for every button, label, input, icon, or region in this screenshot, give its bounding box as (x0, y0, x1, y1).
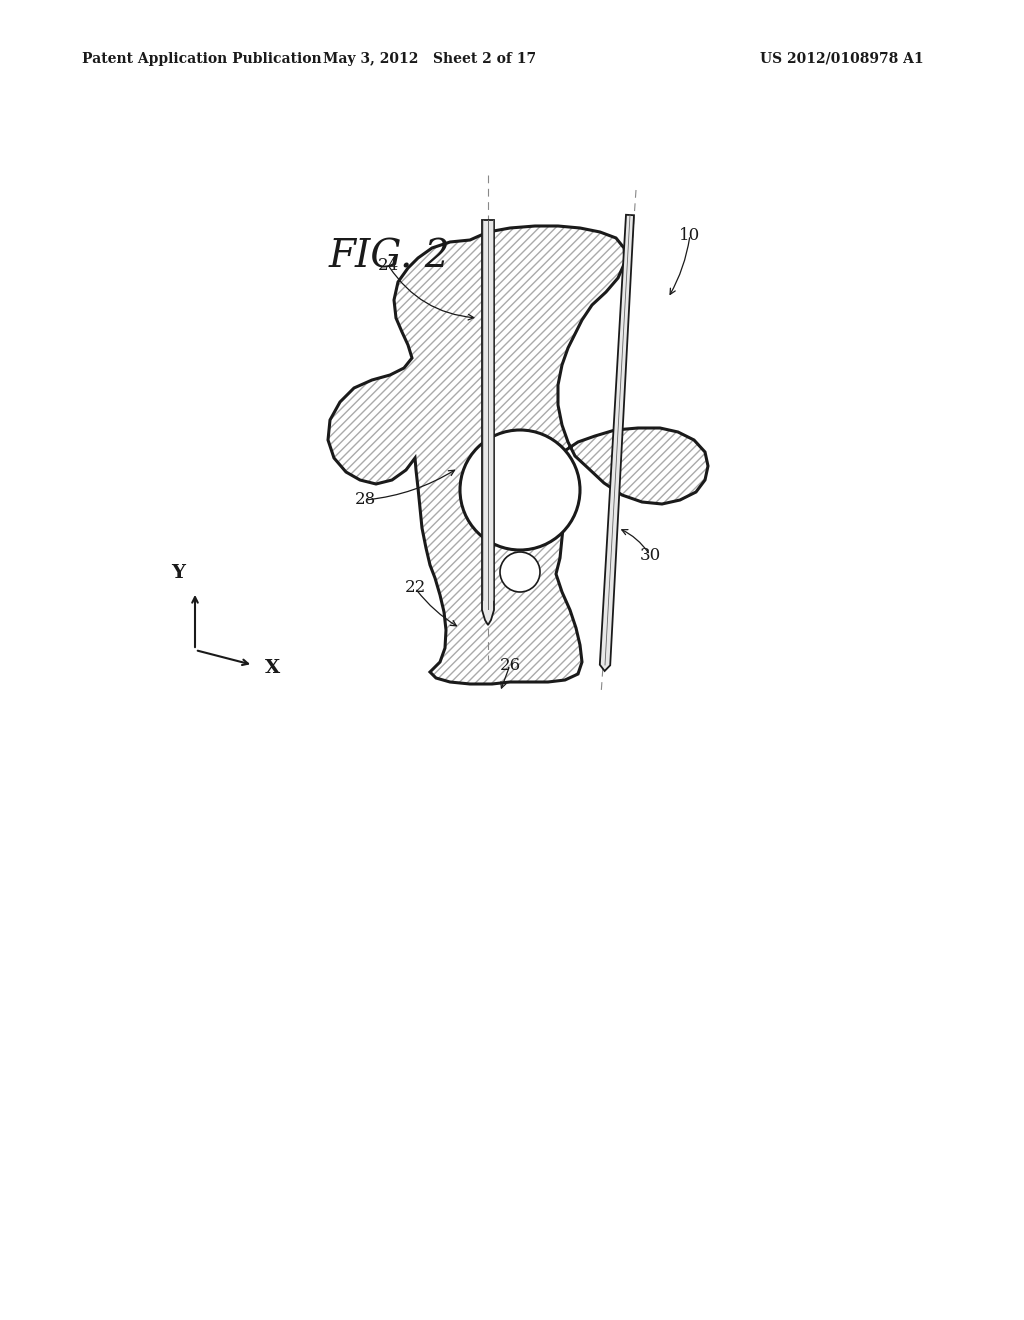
Text: 22: 22 (404, 579, 426, 597)
Text: 24: 24 (378, 256, 398, 273)
Polygon shape (328, 226, 708, 684)
Text: X: X (265, 659, 281, 677)
Text: 10: 10 (679, 227, 700, 243)
Polygon shape (482, 220, 494, 624)
Text: 30: 30 (639, 546, 660, 564)
Text: Y: Y (171, 564, 185, 582)
Circle shape (460, 430, 580, 550)
Text: FIG. 2: FIG. 2 (329, 239, 450, 276)
Circle shape (500, 552, 540, 591)
Text: May 3, 2012   Sheet 2 of 17: May 3, 2012 Sheet 2 of 17 (324, 51, 537, 66)
Polygon shape (600, 215, 634, 671)
Text: US 2012/0108978 A1: US 2012/0108978 A1 (760, 51, 924, 66)
Text: 26: 26 (500, 656, 520, 673)
Text: 28: 28 (354, 491, 376, 508)
Text: Patent Application Publication: Patent Application Publication (82, 51, 322, 66)
